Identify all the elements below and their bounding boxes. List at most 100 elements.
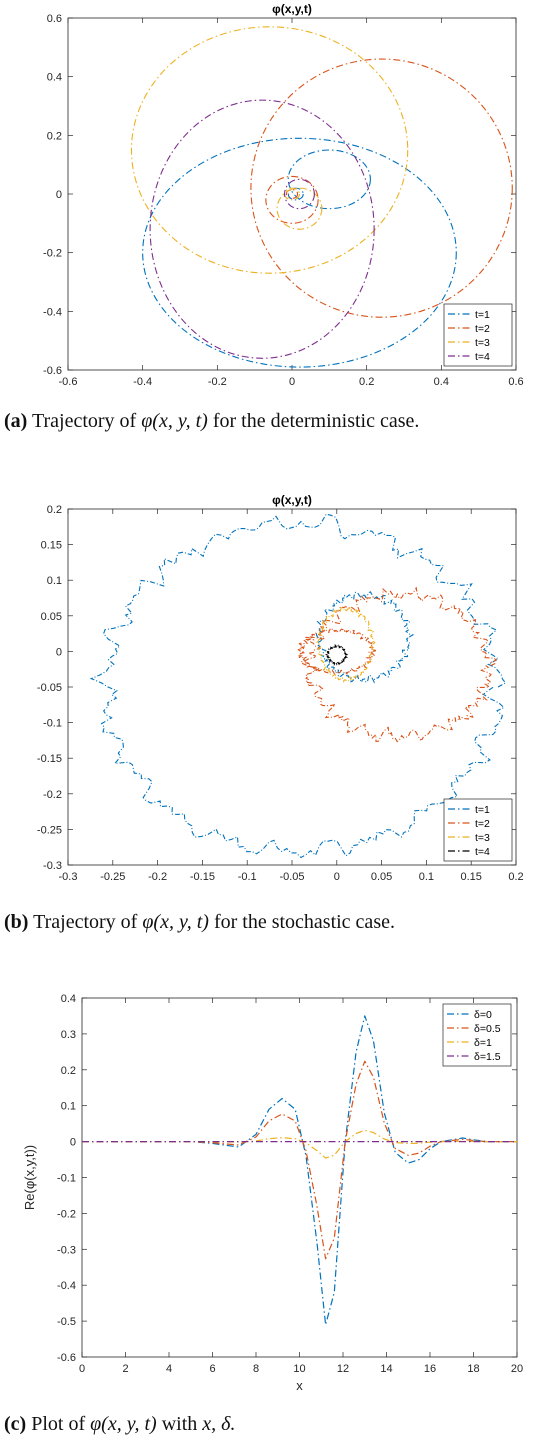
chart-title: φ(x,y,t) [272,493,312,507]
trajectory-t=2 [285,189,299,199]
x-tick-label: 12 [337,1363,349,1375]
x-tick-label: 0.1 [419,871,434,883]
caption-b: (b) Trajectory of φ(x, y, t) for the sto… [4,911,395,934]
legend-entry: t=4 [475,846,490,858]
caption-text-mid: with [161,1413,198,1435]
y-tick-label: -0.15 [37,753,62,765]
x-tick-label: 18 [467,1363,479,1375]
x-tick-label: -0.3 [59,871,78,883]
trajectory-t=3 [316,606,376,683]
y-tick-label: -0.4 [57,1280,76,1292]
x-axis-label: x [296,1378,303,1393]
y-tick-label: 0 [56,189,62,201]
panel-a: -0.6 -0.4 -0.2 0 0.2 0.4 0.6 -0.6 -0.4 -0.2 0 0.2 0.… [0,0,550,432]
x-tick-label: 14 [380,1363,392,1375]
y-tick-label: -0.3 [43,860,62,872]
x-tick-label: 8 [253,1363,259,1375]
curve-δ=0 [82,1015,517,1326]
x-tick-label: 20 [511,1363,523,1375]
y-tick-label: 0.05 [41,611,62,623]
y-tick-label: -0.2 [43,789,62,801]
trajectory-t=2 [250,58,513,318]
curve-δ=0.5 [82,1060,517,1260]
x-tick-label: -0.25 [100,871,125,883]
x-tick-label: -0.4 [133,376,152,388]
caption-text: Trajectory of [31,410,137,432]
x-tick-label: -0.15 [190,871,215,883]
y-tick-label: -0.6 [57,1352,76,1364]
x-tick-label: 0 [79,1363,85,1375]
x-tick-label: -0.2 [148,871,167,883]
y-tick-label: 0.15 [41,540,62,552]
y-tick-label: 0.2 [47,130,62,142]
y-tick-label: -0.1 [57,1173,76,1185]
y-tick-label: 0.4 [61,993,76,1005]
trajectory-t=3 [130,26,409,274]
y-tick-label: 0 [70,1137,76,1149]
legend-entry: t=4 [475,351,490,363]
caption-expression: φ(x, y, t) [141,410,208,432]
y-tick-label: 0.2 [61,1065,76,1077]
trajectory-t=1 [287,149,371,210]
chart-a: -0.6 -0.4 -0.2 0 0.2 0.4 0.6 -0.6 -0.4 -0.2 0 0.2 0.… [43,2,524,388]
x-tick-label: 0 [334,871,340,883]
x-tick-label: 0 [289,376,295,388]
y-tick-label: 0.6 [47,13,62,25]
x-tick-label: 0.2 [508,871,523,883]
caption-variables: x, δ. [202,1413,236,1435]
caption-c: (c) Plot of φ(x, y, t) with x, δ. [4,1413,235,1436]
caption-text-end: for the deterministic case. [212,410,420,432]
trajectory-t=1 [89,513,507,859]
panel-c: 0 2 4 6 8 10 12 14 16 18 20 -0.6 -0.5 -0.4 -0.3 -0.2 -0.… [0,980,550,1453]
legend-entry: t=3 [475,832,490,844]
y-tick-label: -0.5 [57,1316,76,1328]
caption-letter: (a) [4,410,28,432]
trajectory-t=3 [276,187,323,230]
caption-expression: φ(x, y, t) [142,911,209,933]
trajectory-t=1 [315,591,415,684]
legend-entry: t=3 [475,337,490,349]
legend-entry: δ=1.5 [474,1051,501,1063]
caption-text: Plot of [31,1413,86,1435]
trajectory-t=2 [265,175,319,224]
x-tick-label: -0.1 [238,871,257,883]
x-tick-label: 6 [209,1363,215,1375]
y-tick-label: 0.1 [61,1101,76,1113]
caption-expression: φ(x, y, t) [90,1413,157,1435]
legend-entry: δ=0 [474,1009,492,1021]
y-axis-label: Re(φ(x,y,t)) [22,1145,37,1210]
legend-entry: t=1 [475,309,490,321]
caption-letter: (b) [4,911,29,933]
legend-box [442,1003,512,1067]
x-tick-label: 0.4 [434,376,449,388]
legend-entry: t=2 [475,818,490,830]
x-tick-label: 4 [166,1363,172,1375]
y-tick-label: 0.4 [47,72,62,84]
trajectory-t=4 [324,643,349,667]
y-tick-label: -0.3 [57,1244,76,1256]
panel-b: -0.3 -0.25 -0.2 -0.15 -0.1 -0.05 0 0.05 0.1 0.15 0… [0,490,550,933]
trajectory-t=1 [142,137,457,368]
x-tick-label: 0.05 [371,871,392,883]
legend-entry: t=1 [475,804,490,816]
x-tick-label: 2 [122,1363,128,1375]
x-tick-label: 10 [293,1363,305,1375]
chart-title: φ(x,y,t) [272,2,312,16]
trajectory-t=1 [287,187,304,201]
trajectory-t=4 [149,99,375,359]
y-tick-label: 0 [56,646,62,658]
y-tick-label: -0.2 [57,1208,76,1220]
x-tick-label: 0.6 [508,376,523,388]
caption-a: (a) Trajectory of φ(x, y, t) for the det… [4,410,419,433]
caption-text: Trajectory of [33,911,138,933]
x-tick-label: 0.15 [460,871,481,883]
legend-entry: t=2 [475,323,490,335]
caption-text-end: for the stochastic case. [213,911,395,933]
x-tick-label: -0.6 [59,376,78,388]
x-tick-label: 0.2 [359,376,374,388]
chart-c: 0 2 4 6 8 10 12 14 16 18 20 -0.6 -0.5 -0.4 -0.3 -0.2 -0.… [22,993,523,1393]
legend-entry: δ=0.5 [474,1023,501,1035]
caption-letter: (c) [4,1413,27,1435]
x-tick-label: -0.05 [279,871,304,883]
y-tick-label: -0.1 [43,718,62,730]
